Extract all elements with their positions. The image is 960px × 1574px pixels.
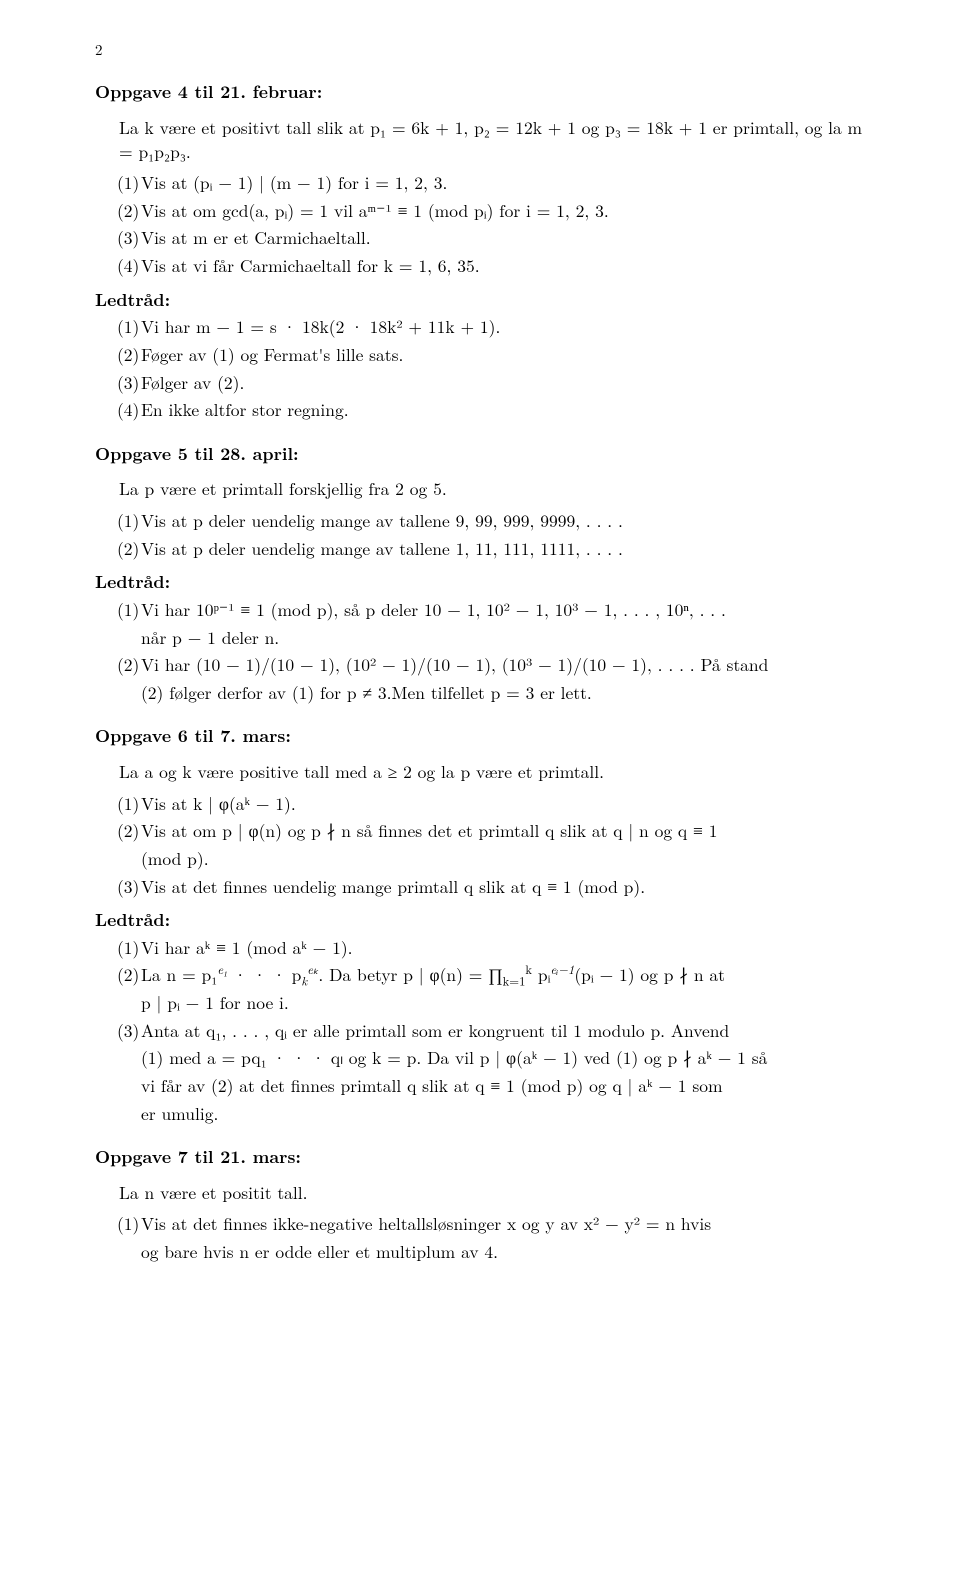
ex6-h2-exp: eᵢ−1: [550, 961, 574, 979]
ex7-item-1a: Vis at det finnes ikke-negative heltalls…: [141, 1211, 711, 1236]
ex5-title: Oppgave 5 til 28. april:: [95, 442, 865, 466]
num-2: (2): [117, 819, 141, 843]
ex6-h3c: vi får av (2) at det finnes primtall q s…: [95, 1074, 865, 1098]
ex5-hint-2: (2)Vi har (10 − 1)/(10 − 1), (10² − 1)/(…: [95, 653, 865, 677]
ex6-item-1: (1)Vis at k | φ(aᵏ − 1).: [95, 792, 865, 816]
num-2: (2): [117, 653, 141, 677]
ex6-item-3-text: Vis at det finnes uendelig mange primtal…: [141, 874, 645, 899]
ex6-h2-post2: (pᵢ − 1) og p ∤ n at: [574, 962, 725, 987]
ex6-hint-1-text: Vi har aᵏ ≡ 1 (mod aᵏ − 1).: [141, 935, 353, 960]
num-3: (3): [117, 226, 141, 250]
ex5-hint-label: Ledtråd:: [95, 570, 865, 594]
ex4-item-2-text: Vis at om gcd(a, pᵢ) = 1 vil aᵐ⁻¹ ≡ 1 (m…: [141, 198, 609, 223]
num-2: (2): [117, 343, 141, 367]
ex5-item-1: (1)Vis at p deler uendelig mange av tall…: [95, 509, 865, 533]
ex7-title: Oppgave 7 til 21. mars:: [95, 1145, 865, 1169]
ex4-hint-1: (1)Vi har m − 1 = s · 18k(2 · 18k² + 11k…: [95, 315, 865, 339]
ex6-item-1-text: Vis at k | φ(aᵏ − 1).: [141, 791, 296, 816]
ex6-h2-ek: eₖ: [307, 961, 318, 979]
ex6-h3a: Anta at q₁, . . . , qᵢ er alle primtall …: [141, 1018, 729, 1043]
ex4-item-4-text: Vis at vi får Carmichaeltall for k = 1, …: [141, 253, 480, 278]
page-number: 2: [95, 40, 865, 60]
ex4-hint-3-text: Følger av (2).: [141, 370, 244, 395]
num-3: (3): [117, 1019, 141, 1043]
ex5-hint-2a: Vi har (10 − 1)/(10 − 1), (10² − 1)/(10 …: [141, 652, 768, 677]
ex6-h2-mid: . Da betyr p | φ(n) = ∏: [318, 962, 502, 987]
ex6-lead: La a og k være positive tall med a ≥ 2 o…: [95, 760, 865, 784]
num-1: (1): [117, 936, 141, 960]
ex4-item-4: (4)Vis at vi får Carmichaeltall for k = …: [95, 254, 865, 278]
ex6-h3b: (1) med a = pq₁ · · · qₗ og k = p. Da vi…: [95, 1046, 865, 1070]
num-3: (3): [117, 875, 141, 899]
ex6-item-2a: Vis at om p | φ(n) og p ∤ n så finnes de…: [141, 818, 717, 843]
ex5-item-1-text: Vis at p deler uendelig mange av tallene…: [141, 508, 623, 533]
ex4-item-1-text: Vis at (pᵢ − 1) | (m − 1) for i = 1, 2, …: [141, 170, 447, 195]
ex5-item-2-text: Vis at p deler uendelig mange av tallene…: [141, 536, 623, 561]
ex5-hint-1a: Vi har 10ᵖ⁻¹ ≡ 1 (mod p), så p deler 10 …: [141, 597, 726, 622]
ex6-item-2: (2)Vis at om p | φ(n) og p ∤ n så finnes…: [95, 819, 865, 843]
ex6-title: Oppgave 6 til 7. mars:: [95, 724, 865, 748]
ex4-hint-label: Ledtråd:: [95, 288, 865, 312]
ex6-hint-2b: p | pᵢ − 1 for noe i.: [95, 991, 865, 1015]
ex6-h3d: er umulig.: [95, 1102, 865, 1126]
ex6-hint-1: (1)Vi har aᵏ ≡ 1 (mod aᵏ − 1).: [95, 936, 865, 960]
ex5-lead: La p være et primtall forskjellig fra 2 …: [95, 477, 865, 501]
ex5-hint-2b: (2) følger derfor av (1) for p ≠ 3.Men t…: [95, 681, 865, 705]
num-1: (1): [117, 315, 141, 339]
ex6-item-2b: (mod p).: [95, 847, 865, 871]
ex6-h2-prodlow: k=1: [503, 972, 526, 990]
ex6-h2-post1: pᵢ: [532, 962, 550, 987]
ex6-h2-dots: · · · p: [228, 962, 302, 987]
ex4-hint-3: (3)Følger av (2).: [95, 371, 865, 395]
num-1: (1): [117, 598, 141, 622]
num-2: (2): [117, 963, 141, 987]
ex4-item-1: (1)Vis at (pᵢ − 1) | (m − 1) for i = 1, …: [95, 171, 865, 195]
ex4-item-2: (2)Vis at om gcd(a, pᵢ) = 1 vil aᵐ⁻¹ ≡ 1…: [95, 199, 865, 223]
num-1: (1): [117, 171, 141, 195]
ex4-title: Oppgave 4 til 21. februar:: [95, 80, 865, 104]
ex4-hint-4-text: En ikke altfor stor regning.: [141, 397, 349, 422]
num-1: (1): [117, 509, 141, 533]
ex4-hint-2-text: Føger av (1) og Fermat's lille sats.: [141, 342, 403, 367]
ex6-h2-e1: e₁: [217, 961, 227, 979]
num-3: (3): [117, 371, 141, 395]
ex4-hint-4: (4)En ikke altfor stor regning.: [95, 398, 865, 422]
num-2: (2): [117, 537, 141, 561]
ex5-hint-1b: når p − 1 deler n.: [95, 626, 865, 650]
num-4: (4): [117, 254, 141, 278]
ex7-lead: La n være et positit tall.: [95, 1181, 865, 1205]
ex6-item-3: (3)Vis at det finnes uendelig mange prim…: [95, 875, 865, 899]
ex4-hint-1-text: Vi har m − 1 = s · 18k(2 · 18k² + 11k + …: [141, 314, 500, 339]
ex5-item-2: (2)Vis at p deler uendelig mange av tall…: [95, 537, 865, 561]
ex5-hint-1: (1)Vi har 10ᵖ⁻¹ ≡ 1 (mod p), så p deler …: [95, 598, 865, 622]
num-4: (4): [117, 398, 141, 422]
ex4-item-3: (3)Vis at m er et Carmichaeltall.: [95, 226, 865, 250]
ex6-hint-label: Ledtråd:: [95, 908, 865, 932]
ex4-item-3-text: Vis at m er et Carmichaeltall.: [141, 225, 371, 250]
num-1: (1): [117, 792, 141, 816]
ex4-lead: La k være et positivt tall slik at p₁ = …: [95, 116, 865, 163]
num-1: (1): [117, 1212, 141, 1236]
ex6-hint-2: (2)La n = p₁e₁ · · · pkeₖ. Da betyr p | …: [95, 963, 865, 987]
ex6-h2-pre: La n = p₁: [141, 962, 217, 987]
ex4-hint-2: (2)Føger av (1) og Fermat's lille sats.: [95, 343, 865, 367]
ex6-hint-3: (3)Anta at q₁, . . . , qᵢ er alle primta…: [95, 1019, 865, 1043]
ex7-item-1b: og bare hvis n er odde eller et multiplu…: [95, 1240, 865, 1264]
ex7-item-1: (1)Vis at det finnes ikke-negative helta…: [95, 1212, 865, 1236]
num-2: (2): [117, 199, 141, 223]
